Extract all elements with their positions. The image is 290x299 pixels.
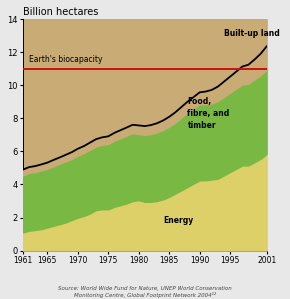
Text: Billion hectares: Billion hectares [23,7,98,17]
Text: Energy: Energy [163,216,193,225]
Text: Source: World Wide Fund for Nature, UNEP World Conservation
Monitoring Centre, G: Source: World Wide Fund for Nature, UNEP… [58,286,232,298]
Text: Built-up land: Built-up land [224,30,280,39]
Text: Earth's biocapacity: Earth's biocapacity [29,55,103,64]
Text: Food,
fibre, and
timber: Food, fibre, and timber [187,97,230,130]
